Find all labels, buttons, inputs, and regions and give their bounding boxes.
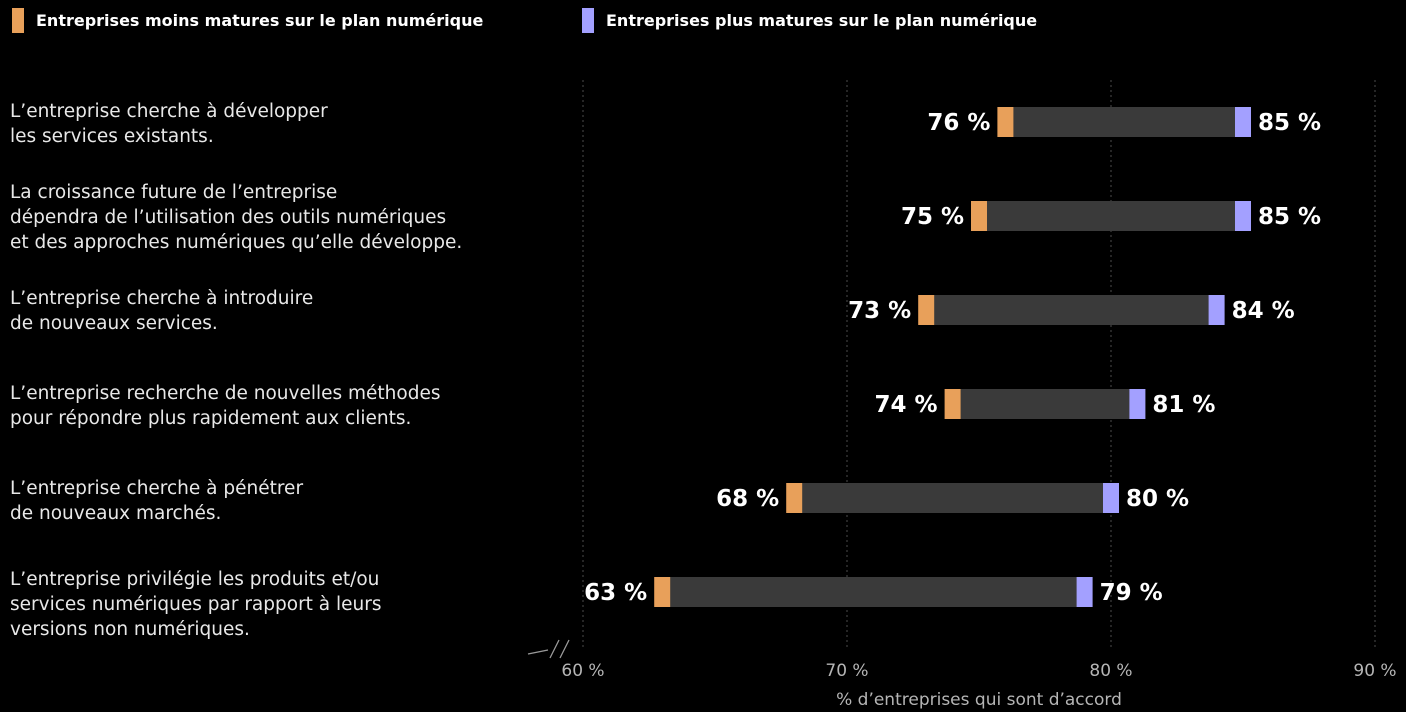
more-mature-value-label: 80 %: [1126, 486, 1189, 512]
axis-break-mark: [527, 639, 570, 659]
less-mature-marker: [918, 295, 935, 325]
more-mature-marker: [1208, 295, 1225, 325]
less-mature-marker: [944, 389, 961, 419]
more-mature-marker: [1235, 201, 1251, 231]
row-label: L’entreprise cherche à pénétrer de nouve…: [10, 478, 304, 524]
less-mature-value-label: 68 %: [716, 486, 779, 512]
range-bar: [979, 201, 1243, 231]
more-mature-value-label: 81 %: [1152, 392, 1215, 418]
row-label: L’entreprise cherche à développer les se…: [10, 101, 328, 147]
row-label: La croissance future de l’entreprise dép…: [10, 182, 463, 253]
less-mature-value-label: 74 %: [875, 392, 938, 418]
x-tick-label: 60 %: [561, 661, 604, 681]
range-bar: [1005, 107, 1243, 137]
more-mature-marker: [1235, 107, 1251, 137]
legend-item-less-mature: Entreprises moins matures sur le plan nu…: [12, 7, 484, 33]
row-label: L’entreprise privilégie les produits et/…: [10, 569, 382, 640]
legend: Entreprises moins matures sur le plan nu…: [12, 7, 1037, 33]
less-mature-value-label: 63 %: [584, 580, 647, 606]
less-mature-marker: [971, 201, 987, 231]
more-mature-value-label: 79 %: [1100, 580, 1163, 606]
more-mature-value-label: 84 %: [1232, 298, 1295, 324]
range-bar: [952, 389, 1138, 419]
legend-swatch-more-mature: [582, 7, 594, 33]
more-mature-marker: [1076, 577, 1093, 607]
x-tick-label: 80 %: [1089, 661, 1132, 681]
legend-label-more-mature: Entreprises plus matures sur le plan num…: [606, 10, 1038, 30]
less-mature-marker: [997, 107, 1014, 137]
more-mature-marker: [1103, 483, 1119, 513]
more-mature-marker: [1129, 389, 1146, 419]
x-tick-label: 70 %: [825, 661, 868, 681]
less-mature-value-label: 73 %: [848, 298, 911, 324]
legend-label-less-mature: Entreprises moins matures sur le plan nu…: [36, 10, 484, 30]
range-bar: [794, 483, 1111, 513]
range-bar: [662, 577, 1085, 607]
more-mature-value-label: 85 %: [1258, 204, 1321, 230]
less-mature-marker: [786, 483, 803, 513]
x-tick-label: 90 %: [1353, 661, 1396, 681]
legend-swatch-less-mature: [12, 7, 24, 33]
row-label: L’entreprise cherche à introduire de nou…: [10, 288, 314, 334]
x-axis-title: % d’entreprises qui sont d’accord: [836, 690, 1122, 710]
row-label: L’entreprise recherche de nouvelles méth…: [10, 383, 441, 429]
legend-item-more-mature: Entreprises plus matures sur le plan num…: [582, 7, 1038, 33]
range-bar: [926, 295, 1217, 325]
less-mature-value-label: 76 %: [927, 110, 990, 136]
more-mature-value-label: 85 %: [1258, 110, 1321, 136]
less-mature-marker: [654, 577, 671, 607]
less-mature-value-label: 75 %: [901, 204, 964, 230]
